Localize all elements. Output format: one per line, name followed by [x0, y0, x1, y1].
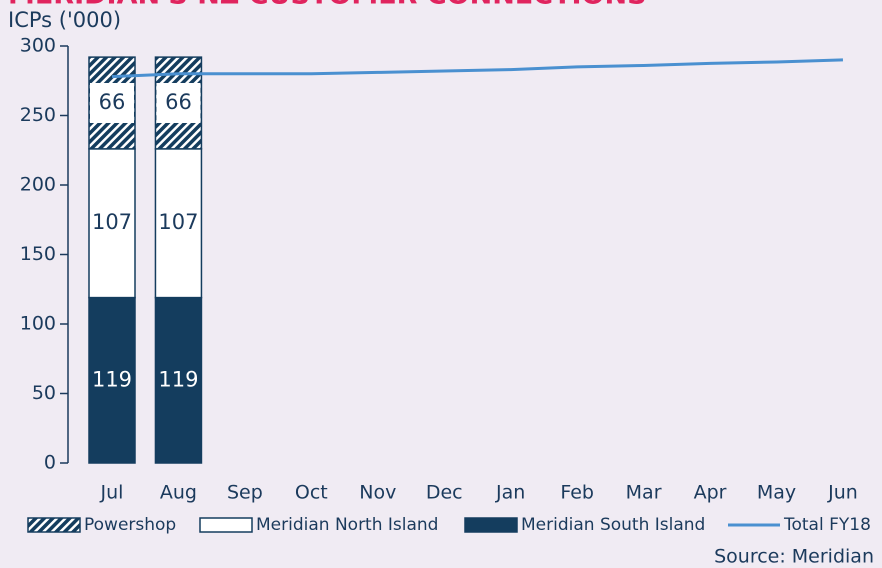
y-tick-label: 100: [20, 313, 56, 335]
data-label: 107: [158, 210, 198, 234]
x-tick-label: Feb: [560, 482, 594, 504]
x-tick-label: Nov: [359, 482, 396, 504]
bar-segment: [88, 296, 136, 464]
y-tick-label: 250: [20, 104, 56, 126]
bar-segment: [88, 148, 136, 299]
y-tick-label: 150: [20, 243, 56, 265]
data-label: 107: [92, 210, 132, 234]
x-tick-label: Jun: [827, 482, 858, 504]
x-tick-label: Dec: [426, 482, 463, 504]
line: [111, 58, 843, 79]
chart-title: MERIDIAN'S NZ CUSTOMER CONNECTIONS: [8, 0, 647, 11]
data-label: 66: [99, 90, 126, 114]
y-axis-label: ICPs ('000): [8, 8, 121, 32]
legend-label: Meridian South Island: [521, 515, 705, 535]
legend-label: Meridian North Island: [256, 515, 438, 535]
x-tick-label: Jul: [100, 482, 124, 504]
legend-swatch: [464, 517, 518, 533]
x-tick-label: Oct: [295, 482, 328, 504]
x-tick-label: Apr: [694, 482, 727, 504]
y-tick-label: 300: [20, 35, 56, 57]
legend-label: Total FY18: [783, 515, 871, 535]
data-label: 66: [165, 90, 192, 114]
label-box: [156, 82, 201, 123]
y-tick-label: 50: [32, 382, 56, 404]
legend-swatch: [199, 517, 253, 533]
x-tick-label: Aug: [160, 482, 197, 504]
legend-swatch: [27, 517, 81, 533]
x-tick-label: Sep: [227, 482, 263, 504]
x-tick-label: Mar: [626, 482, 662, 504]
label-box: [90, 82, 134, 123]
bar-segment: [154, 148, 203, 299]
source: Source: Meridian: [714, 546, 874, 568]
x-tick-label: Jan: [495, 482, 525, 504]
legend-label: Powershop: [84, 515, 176, 535]
data-label: 119: [158, 367, 198, 391]
y-tick-label: 200: [20, 174, 56, 196]
x-tick-label: May: [757, 482, 796, 504]
data-label: 119: [92, 367, 132, 391]
y-tick-label: 0: [44, 452, 56, 474]
